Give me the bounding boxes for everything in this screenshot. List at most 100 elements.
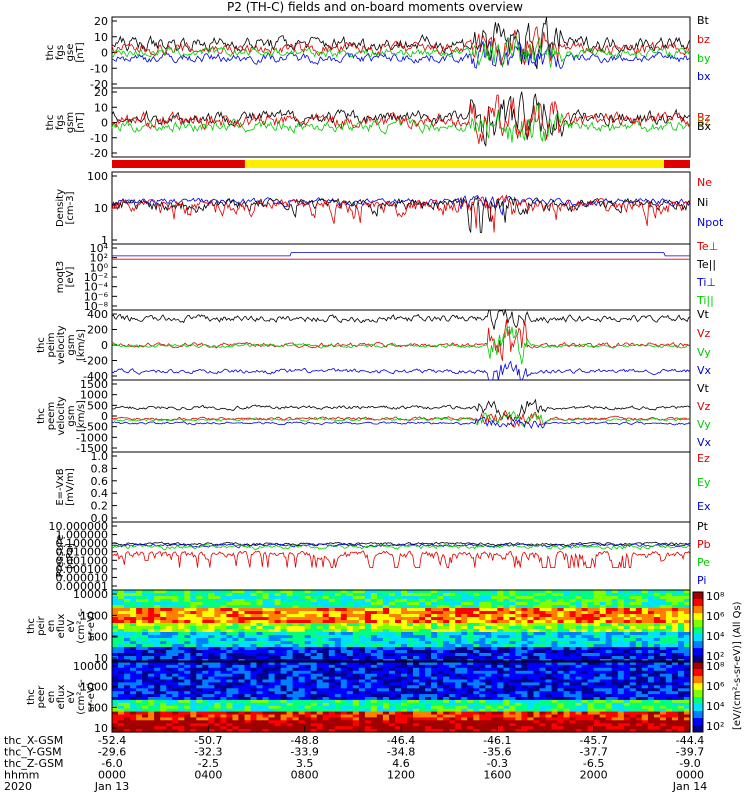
spectrogram-cell (575, 656, 583, 660)
spectrogram-cell (557, 723, 565, 727)
spectrogram-cell (310, 726, 318, 730)
spectrogram-cell (118, 667, 125, 672)
spectrogram-cell (172, 694, 179, 698)
spectrogram-cell (286, 714, 294, 718)
spectrogram-cell (407, 664, 414, 669)
spectrogram-cell (334, 670, 342, 675)
spectrogram-cell (208, 653, 215, 657)
spectrogram-cell (322, 614, 330, 618)
spectrogram-cell (593, 667, 601, 672)
spectrogram-cell (346, 614, 354, 618)
spectrogram-cell (503, 602, 510, 606)
spectrogram-cell (557, 729, 565, 733)
spectrogram-cell (611, 596, 619, 600)
spectrogram-cell (401, 679, 408, 683)
spectrogram-cell (647, 626, 655, 630)
spectrogram-cell (298, 714, 306, 718)
spectrogram-cell (575, 623, 583, 627)
spectrogram-cell (671, 664, 679, 669)
spectrogram-cell (569, 705, 577, 710)
spectrogram-cell (678, 729, 685, 733)
spectrogram-cell (503, 638, 510, 642)
spectrogram-cell (364, 614, 372, 618)
spectrogram-cell (485, 638, 492, 642)
series-ni (111, 195, 691, 233)
spectrogram-cell (364, 720, 372, 724)
spectrogram-cell (551, 614, 559, 618)
spectrogram-cell (653, 688, 661, 692)
spectrogram-cell (605, 635, 613, 639)
spectrogram-cell (190, 605, 197, 609)
spectrogram-cell (587, 623, 595, 627)
spectrogram-cell (623, 664, 631, 669)
spectrogram-cell (208, 632, 215, 636)
spectrogram-cell (455, 729, 462, 733)
spectrogram-cell (455, 664, 462, 669)
spectrogram-cell (136, 590, 143, 594)
spectrogram-cell (214, 679, 221, 683)
spectrogram-cell (196, 685, 203, 689)
spectrogram-cell (304, 590, 312, 594)
spectrogram-cell (316, 717, 324, 721)
spectrogram-cell (605, 688, 613, 692)
colorbar-tick: 10⁴ (706, 700, 725, 713)
spectrogram-cell (208, 605, 215, 609)
spectrogram-cell (395, 620, 402, 624)
spectrogram-cell (678, 635, 685, 639)
spectrogram-cell (262, 623, 270, 627)
spectrogram-cell (473, 647, 480, 651)
spectrogram-cell (292, 662, 300, 666)
spectrogram-cell (280, 620, 288, 624)
spectrogram-cell (250, 602, 258, 606)
spectrogram-cell (322, 720, 330, 724)
spectrogram-cell (262, 705, 270, 710)
spectrogram-cell (226, 711, 233, 716)
spectrogram-cell (395, 641, 402, 645)
spectrogram-cell (124, 726, 131, 730)
spectrogram-cell (461, 685, 468, 689)
spectrogram-cell (419, 729, 426, 733)
spectrogram-cell (641, 644, 649, 648)
y-axis-label: en (46, 691, 57, 704)
spectrogram-cell (160, 702, 167, 707)
spectrogram-cell (647, 632, 655, 636)
spectrogram-cell (647, 705, 655, 710)
spectrogram-cell (370, 656, 378, 660)
spectrogram-cell (376, 626, 384, 630)
spectrogram-cell (340, 702, 348, 707)
spectrogram-cell (593, 617, 601, 621)
spectrogram-cell (256, 617, 264, 621)
spectrogram-cell (533, 699, 541, 704)
spectrogram-cell (599, 682, 607, 686)
colorbar-tick: 10⁶ (706, 610, 725, 623)
spectrogram-cell (292, 644, 300, 648)
spectrogram-cell (244, 685, 252, 689)
spectrogram-cell (563, 723, 571, 727)
spectrogram-cell (389, 664, 396, 669)
spectrogram-cell (545, 667, 553, 672)
spectrogram-cell (455, 708, 462, 713)
spectrogram-cell (587, 632, 595, 636)
spectrogram-cell (148, 720, 155, 724)
spectrogram-cell (611, 593, 619, 597)
spectrogram-cell (136, 699, 143, 704)
spectrogram-cell (497, 656, 504, 660)
y-tick-label: -20 (90, 147, 108, 160)
legend-npot: Npot (697, 216, 724, 229)
spectrogram-cell (461, 691, 468, 695)
spectrogram-cell (196, 614, 203, 618)
spectrogram-cell (635, 723, 643, 727)
spectrogram-cell (671, 723, 679, 727)
spectrogram-cell (551, 620, 559, 624)
spectrogram-cell (455, 726, 462, 730)
spectrogram-cell (557, 590, 565, 594)
spectrogram-cell (473, 656, 480, 660)
spectrogram-cell (364, 644, 372, 648)
spectrogram-cell (678, 650, 685, 654)
legend-vx: Vx (697, 364, 712, 377)
spectrogram-cell (346, 626, 354, 630)
spectrogram-cell (118, 626, 125, 630)
spectrogram-cell (521, 682, 528, 686)
spectrogram-cell (557, 679, 565, 683)
spectrogram-cell (310, 720, 318, 724)
